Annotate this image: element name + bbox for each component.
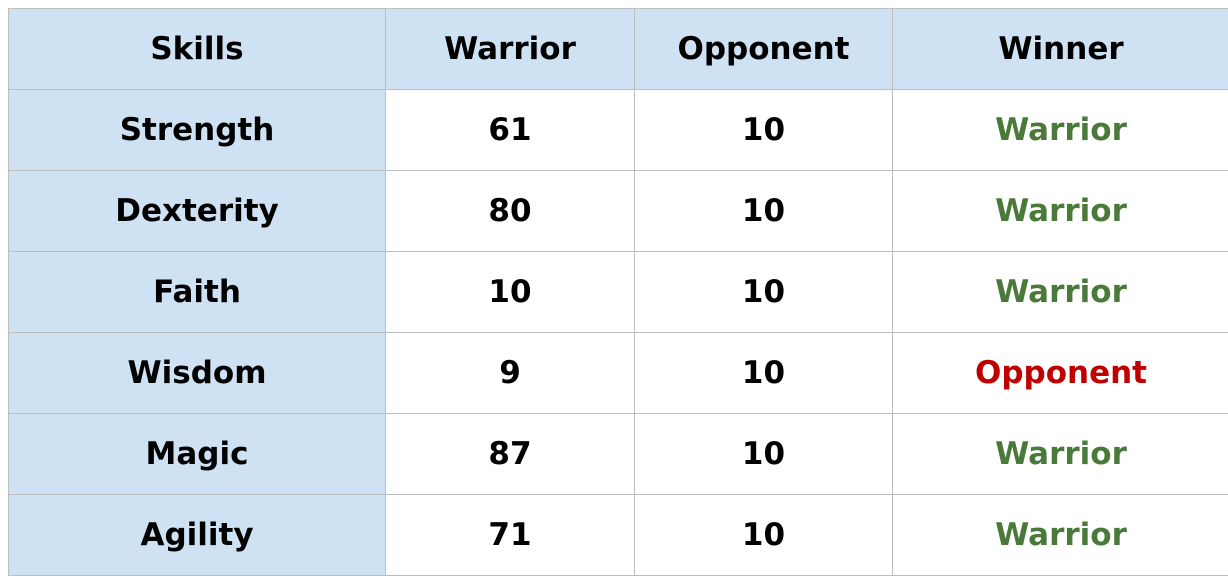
header-row: Skills Warrior Opponent Winner: [8, 8, 1228, 90]
winner-cell: Warrior: [892, 494, 1228, 576]
skill-cell: Dexterity: [8, 170, 386, 252]
header-warrior: Warrior: [385, 8, 635, 90]
opponent-value-cell: 10: [634, 89, 893, 171]
opponent-value-cell: 10: [634, 494, 893, 576]
skill-cell: Magic: [8, 413, 386, 495]
opponent-value-cell: 10: [634, 413, 893, 495]
warrior-value-cell: 10: [385, 251, 635, 333]
skills-comparison-table-wrapper: Skills Warrior Opponent Winner Strength …: [8, 8, 1228, 576]
warrior-value-cell: 9: [385, 332, 635, 414]
opponent-value-cell: 10: [634, 332, 893, 414]
warrior-value-cell: 61: [385, 89, 635, 171]
table-row: Strength 61 10 Warrior: [8, 89, 1228, 171]
winner-cell: Warrior: [892, 89, 1228, 171]
warrior-value-cell: 80: [385, 170, 635, 252]
skill-cell: Faith: [8, 251, 386, 333]
table-row: Dexterity 80 10 Warrior: [8, 170, 1228, 252]
header-skills: Skills: [8, 8, 386, 90]
table-row: Faith 10 10 Warrior: [8, 251, 1228, 333]
opponent-value-cell: 10: [634, 251, 893, 333]
warrior-value-cell: 87: [385, 413, 635, 495]
winner-cell: Opponent: [892, 332, 1228, 414]
winner-cell: Warrior: [892, 251, 1228, 333]
table-row: Agility 71 10 Warrior: [8, 494, 1228, 576]
header-opponent: Opponent: [634, 8, 893, 90]
table-row: Magic 87 10 Warrior: [8, 413, 1228, 495]
skill-cell: Strength: [8, 89, 386, 171]
opponent-value-cell: 10: [634, 170, 893, 252]
header-winner: Winner: [892, 8, 1228, 90]
skill-cell: Agility: [8, 494, 386, 576]
winner-cell: Warrior: [892, 170, 1228, 252]
skill-cell: Wisdom: [8, 332, 386, 414]
winner-cell: Warrior: [892, 413, 1228, 495]
warrior-value-cell: 71: [385, 494, 635, 576]
table-row: Wisdom 9 10 Opponent: [8, 332, 1228, 414]
skills-comparison-table: Skills Warrior Opponent Winner Strength …: [8, 8, 1228, 576]
